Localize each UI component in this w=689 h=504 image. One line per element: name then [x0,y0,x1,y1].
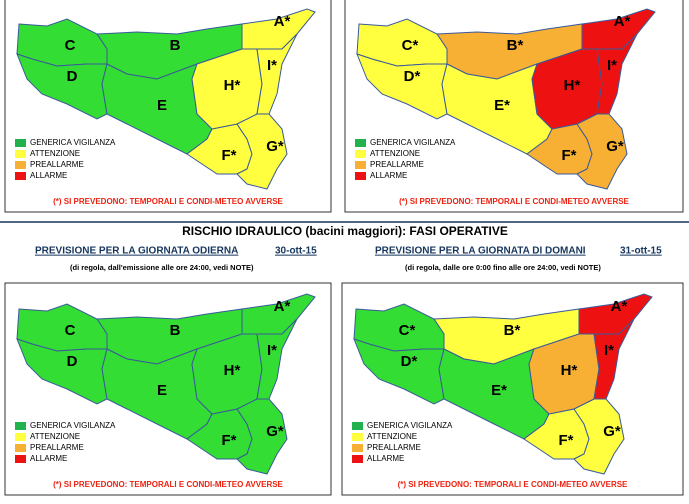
legend-swatch [352,433,363,441]
zone-label: B [170,37,181,54]
zone-label: H* [224,77,241,94]
legend-swatch [15,422,26,430]
zone-label: F* [562,147,577,164]
panel-frame [4,282,332,496]
legend-swatch [352,422,363,430]
legend-swatch [355,161,366,169]
zone-label: H* [561,362,578,379]
legend-label: ATTENZIONE [30,432,80,441]
legend-label: ALLARME [30,171,67,180]
legend-label: ATTENZIONE [367,432,417,441]
zone-label: C* [399,322,416,339]
zone-label: F* [559,432,574,449]
zone-label: H* [224,362,241,379]
zone-label: G* [266,138,284,155]
date: 31-ott-15 [620,246,662,257]
legend-swatch [355,139,366,147]
legend-swatch [15,433,26,441]
zone-label: C* [402,37,419,54]
zone [593,318,635,400]
footnote: (*) SI PREVEDONO: TEMPORALI E CONDI-METE… [53,197,283,206]
legend-label: ATTENZIONE [370,149,420,158]
zone-label: E [157,97,167,114]
legend-swatch [15,161,26,169]
legend-swatch [15,444,26,452]
legend-label: GENERICA VIGILANZA [367,421,453,430]
zone-label: E* [491,382,507,399]
zone-label: D* [404,68,421,85]
zone-label: D [67,353,78,370]
heading: PREVISIONE PER LA GIORNATA ODIERNA [35,246,238,257]
legend-label: ATTENZIONE [30,149,80,158]
zone-label: I* [267,342,277,359]
zone-label: A* [274,298,291,315]
zone-label: I* [607,57,617,74]
heading: PREVISIONE PER LA GIORNATA DI DOMANI [375,246,586,257]
legend-label: ALLARME [30,454,67,463]
zone-label: G* [266,423,284,440]
date: 30-ott-15 [275,246,317,257]
zone [596,33,638,115]
note: (di regola, dalle ore 0:00 fino alle ore… [405,263,601,272]
zone-label: D* [401,353,418,370]
zone-label: C [65,37,76,54]
legend-label: PREALLARME [30,160,84,169]
legend-swatch [352,455,363,463]
legend-swatch [15,150,26,158]
legend-swatch [352,444,363,452]
zone [256,33,298,115]
note: (di regola, dall'emissione alle ore 24:0… [70,263,254,272]
zone-label: F* [222,432,237,449]
zone-label: C [65,322,76,339]
zone-label: E [157,382,167,399]
zone-label: D [67,68,78,85]
panel-frame [341,282,684,496]
zone-label: A* [614,13,631,30]
legend-label: PREALLARME [30,443,84,452]
legend-label: GENERICA VIGILANZA [30,421,116,430]
section-title: RISCHIO IDRAULICO (bacini maggiori): FAS… [182,224,508,238]
zone-label: I* [604,342,614,359]
panel-frame [4,0,332,213]
legend-label: PREALLARME [367,443,421,452]
zone-label: G* [606,138,624,155]
panel-frame [344,0,684,213]
zone-label: G* [603,423,621,440]
legend-swatch [15,455,26,463]
legend-swatch [355,172,366,180]
footnote: (*) SI PREVEDONO: TEMPORALI E CONDI-METE… [398,480,628,489]
zone-label: B [170,322,181,339]
footnote: (*) SI PREVEDONO: TEMPORALI E CONDI-METE… [399,197,629,206]
footnote: (*) SI PREVEDONO: TEMPORALI E CONDI-METE… [53,480,283,489]
legend-swatch [15,172,26,180]
zone-label: B* [507,37,524,54]
zone-label: I* [267,57,277,74]
zone-label: A* [611,298,628,315]
legend-label: GENERICA VIGILANZA [370,138,456,147]
legend-label: ALLARME [367,454,404,463]
zone-label: F* [222,147,237,164]
zone-label: E* [494,97,510,114]
zone-label: H* [564,77,581,94]
legend-swatch [355,150,366,158]
legend-label: PREALLARME [370,160,424,169]
legend-label: GENERICA VIGILANZA [30,138,116,147]
legend-swatch [15,139,26,147]
legend-label: ALLARME [370,171,407,180]
zone [256,318,298,400]
zone-label: B* [504,322,521,339]
zone-label: A* [274,13,291,30]
